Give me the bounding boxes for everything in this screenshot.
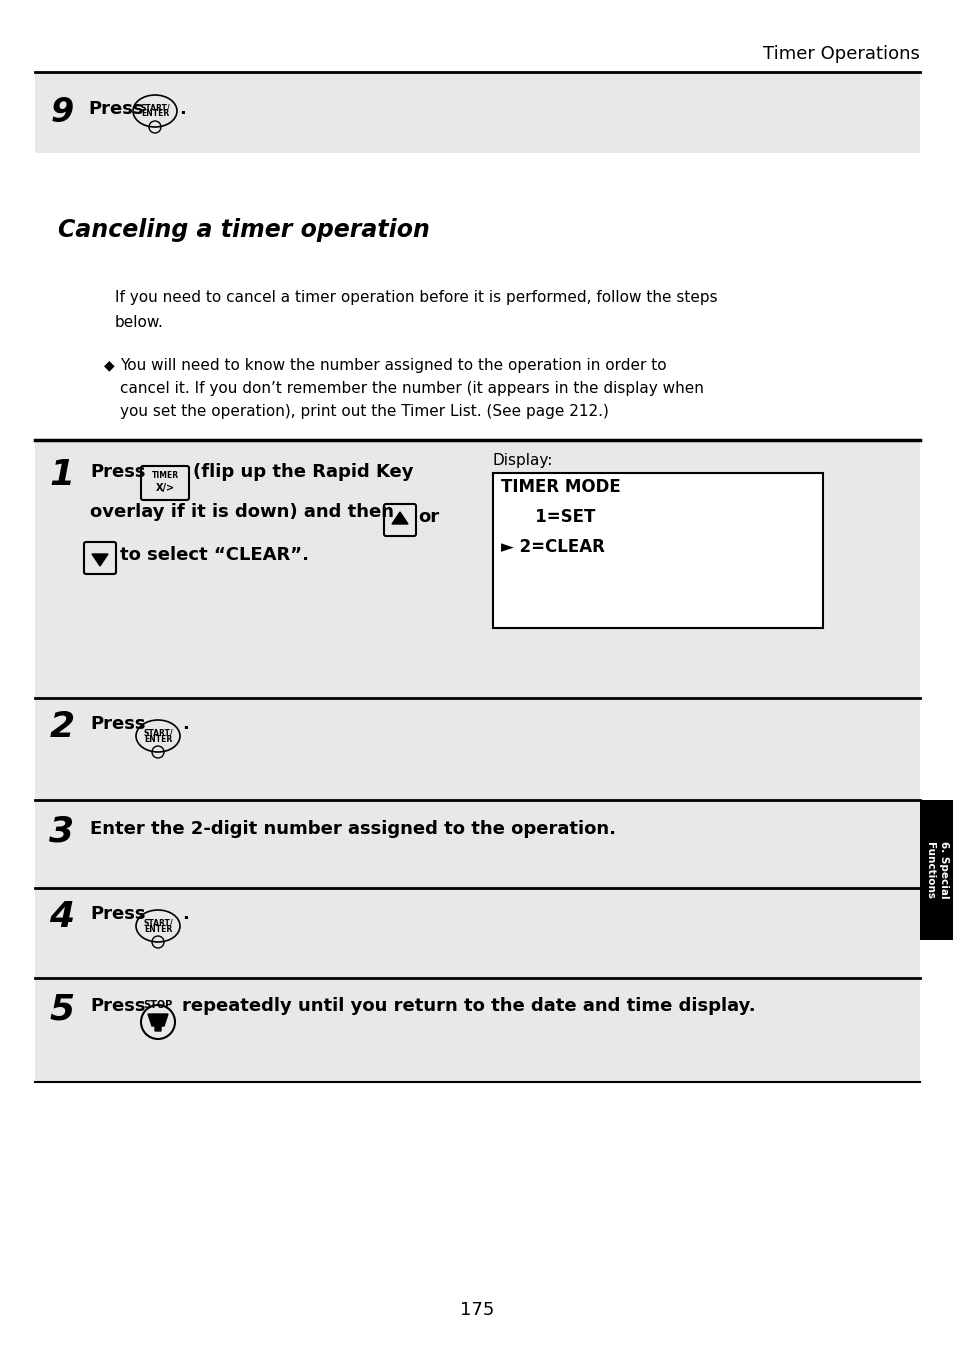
Text: Timer Operations: Timer Operations bbox=[762, 45, 919, 64]
Text: If you need to cancel a timer operation before it is performed, follow the steps: If you need to cancel a timer operation … bbox=[115, 289, 717, 306]
Text: below.: below. bbox=[115, 315, 164, 330]
Text: (flip up the Rapid Key: (flip up the Rapid Key bbox=[193, 462, 413, 481]
Text: ◆: ◆ bbox=[104, 358, 114, 372]
FancyBboxPatch shape bbox=[919, 800, 953, 940]
Text: Press: Press bbox=[90, 904, 146, 923]
Text: you set the operation), print out the Timer List. (See page 212.): you set the operation), print out the Ti… bbox=[120, 404, 608, 419]
Text: to select “CLEAR”.: to select “CLEAR”. bbox=[120, 546, 309, 564]
Text: 9: 9 bbox=[51, 96, 73, 130]
Text: Press: Press bbox=[90, 462, 146, 481]
Text: TIMER MODE: TIMER MODE bbox=[500, 479, 620, 496]
FancyBboxPatch shape bbox=[493, 473, 822, 627]
Text: Press: Press bbox=[90, 996, 146, 1015]
Text: .: . bbox=[182, 904, 189, 923]
Text: Display:: Display: bbox=[493, 453, 553, 468]
Text: X/>: X/> bbox=[155, 483, 174, 493]
Text: overlay if it is down) and then: overlay if it is down) and then bbox=[90, 503, 394, 521]
Text: Enter the 2-digit number assigned to the operation.: Enter the 2-digit number assigned to the… bbox=[90, 821, 616, 838]
Text: 6. Special
Functions: 6. Special Functions bbox=[924, 841, 947, 899]
Text: TIMER: TIMER bbox=[152, 470, 178, 480]
Text: You will need to know the number assigned to the operation in order to: You will need to know the number assigne… bbox=[120, 358, 666, 373]
Text: repeatedly until you return to the date and time display.: repeatedly until you return to the date … bbox=[182, 996, 755, 1015]
Polygon shape bbox=[392, 512, 408, 525]
Text: ► 2=CLEAR: ► 2=CLEAR bbox=[500, 538, 604, 556]
Text: STOP: STOP bbox=[143, 1000, 172, 1010]
Text: or: or bbox=[417, 508, 438, 526]
Text: cancel it. If you don’t remember the number (it appears in the display when: cancel it. If you don’t remember the num… bbox=[120, 381, 703, 396]
Text: 1=SET: 1=SET bbox=[517, 508, 595, 526]
FancyBboxPatch shape bbox=[35, 73, 919, 153]
Text: 5: 5 bbox=[50, 992, 74, 1026]
Text: START/: START/ bbox=[143, 918, 172, 927]
Text: .: . bbox=[182, 715, 189, 733]
Text: 3: 3 bbox=[50, 815, 74, 849]
Text: START/: START/ bbox=[143, 729, 172, 737]
Text: Canceling a timer operation: Canceling a timer operation bbox=[58, 218, 430, 242]
Text: .: . bbox=[179, 100, 186, 118]
Polygon shape bbox=[148, 1014, 168, 1032]
Text: 175: 175 bbox=[459, 1301, 494, 1320]
Text: 4: 4 bbox=[50, 900, 74, 934]
Text: 1: 1 bbox=[50, 458, 74, 492]
Text: ENTER: ENTER bbox=[144, 734, 172, 744]
Text: START/: START/ bbox=[140, 104, 170, 112]
Polygon shape bbox=[91, 554, 108, 566]
Text: ENTER: ENTER bbox=[141, 110, 169, 119]
FancyBboxPatch shape bbox=[35, 439, 919, 1082]
Text: Press: Press bbox=[88, 100, 143, 118]
Text: 2: 2 bbox=[50, 710, 74, 744]
Text: ENTER: ENTER bbox=[144, 925, 172, 933]
Text: Press: Press bbox=[90, 715, 146, 733]
